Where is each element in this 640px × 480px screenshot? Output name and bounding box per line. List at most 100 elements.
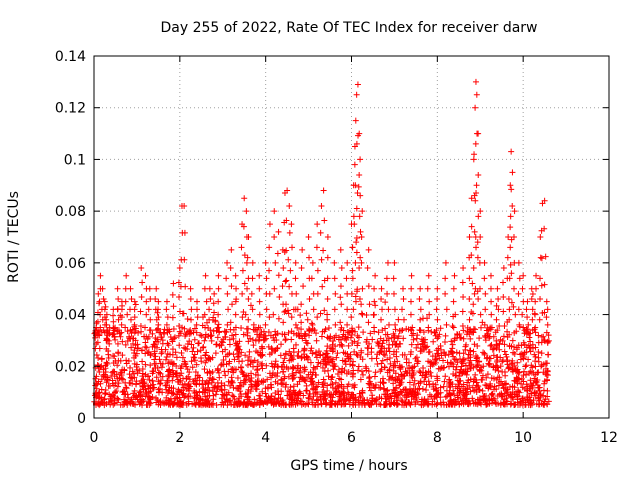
data-point — [258, 328, 265, 335]
data-point — [314, 314, 321, 321]
data-point — [209, 368, 216, 375]
data-point — [425, 324, 432, 331]
data-point — [482, 290, 489, 297]
data-point — [473, 91, 480, 98]
data-point — [366, 375, 373, 382]
data-point — [535, 401, 542, 408]
data-point — [485, 330, 492, 337]
data-point — [454, 331, 461, 338]
data-point — [377, 348, 384, 355]
data-point — [419, 372, 426, 379]
data-point — [304, 400, 311, 407]
data-point — [390, 290, 397, 297]
data-point — [127, 285, 134, 292]
data-point — [345, 368, 352, 375]
data-point — [408, 348, 415, 355]
data-point — [132, 401, 139, 408]
data-point — [146, 377, 153, 384]
data-point — [309, 321, 316, 328]
data-point — [182, 333, 189, 339]
data-point — [194, 314, 201, 321]
x-tick-labels: 0 2 4 6 8 10 12 — [90, 430, 618, 446]
data-point — [275, 228, 282, 235]
data-point — [193, 361, 200, 368]
data-point — [424, 285, 431, 292]
data-point — [282, 350, 289, 357]
data-point — [247, 400, 254, 407]
data-point — [525, 356, 532, 363]
data-point — [262, 259, 269, 266]
data-point — [117, 370, 124, 377]
data-point — [237, 383, 244, 390]
data-point — [497, 363, 504, 370]
data-point — [408, 285, 415, 292]
data-point — [371, 324, 378, 331]
data-point — [499, 337, 506, 344]
data-point — [218, 361, 225, 368]
data-point — [438, 401, 445, 408]
data-point — [518, 350, 525, 357]
data-point — [523, 326, 530, 333]
data-point — [143, 311, 150, 318]
data-point — [477, 234, 484, 240]
data-point — [221, 328, 228, 335]
data-point — [130, 390, 137, 397]
data-point — [149, 330, 156, 337]
data-point — [278, 341, 285, 348]
data-point — [356, 265, 363, 272]
data-point — [366, 374, 373, 381]
data-point — [468, 223, 475, 230]
data-point — [257, 352, 264, 359]
data-point — [483, 401, 490, 408]
data-point — [198, 332, 205, 339]
data-point — [289, 244, 296, 251]
data-point — [298, 326, 305, 333]
data-point — [522, 363, 529, 370]
data-point — [412, 385, 419, 392]
data-point — [293, 290, 300, 297]
data-point — [443, 306, 450, 313]
data-point — [237, 391, 244, 398]
data-point — [515, 259, 522, 266]
data-point — [508, 186, 515, 193]
data-point — [324, 254, 331, 261]
data-point — [142, 350, 149, 357]
data-point — [488, 392, 495, 399]
data-point — [286, 202, 293, 209]
data-point — [367, 387, 374, 394]
data-point — [501, 348, 508, 355]
data-point — [456, 373, 463, 380]
data-point — [240, 331, 247, 338]
data-point — [500, 293, 507, 300]
data-point — [442, 332, 449, 339]
data-point — [473, 357, 480, 364]
data-point — [262, 385, 269, 392]
data-point — [467, 388, 474, 395]
data-point — [487, 380, 494, 387]
data-point — [176, 293, 183, 300]
data-point — [321, 217, 328, 224]
data-point — [485, 385, 492, 392]
data-point — [199, 344, 206, 351]
data-point — [378, 285, 385, 292]
data-point — [213, 341, 220, 348]
data-point — [384, 259, 391, 266]
data-point — [423, 387, 430, 394]
data-point — [219, 339, 226, 346]
data-point — [267, 332, 274, 339]
data-point — [229, 392, 236, 399]
data-point — [218, 387, 225, 394]
data-point — [390, 275, 397, 282]
data-point — [508, 270, 515, 277]
data-point — [127, 374, 134, 381]
data-point — [164, 314, 171, 321]
data-point — [137, 391, 144, 398]
data-point — [544, 306, 551, 313]
data-point — [359, 285, 366, 292]
data-point — [473, 244, 480, 251]
data-point — [130, 370, 137, 377]
data-point — [529, 401, 535, 408]
data-point — [403, 325, 410, 332]
data-point — [509, 202, 516, 209]
data-point — [253, 386, 260, 393]
